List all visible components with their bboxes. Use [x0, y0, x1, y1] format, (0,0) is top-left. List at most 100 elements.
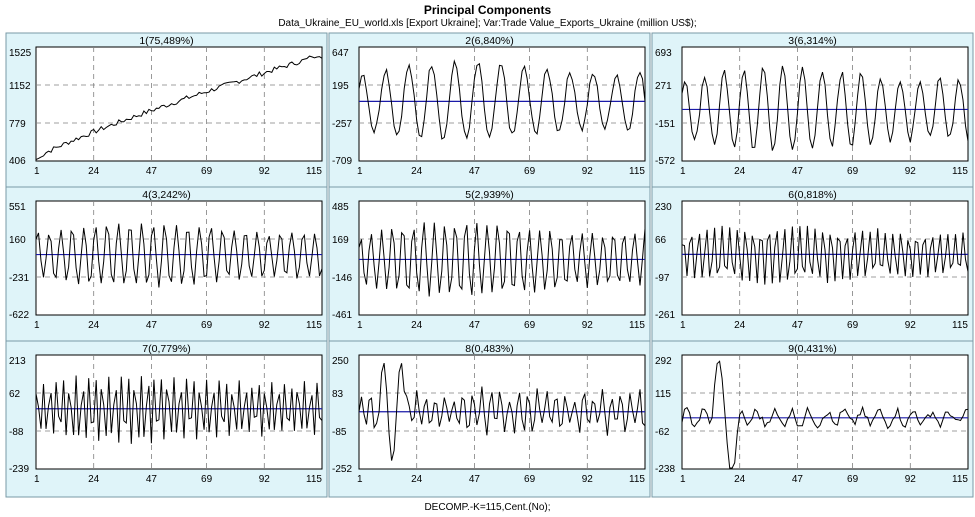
y-tick-label: -709	[332, 156, 352, 167]
x-tick-label: 115	[629, 320, 645, 331]
x-tick-label: 69	[847, 320, 859, 331]
x-tick-label: 92	[259, 474, 271, 485]
panel-title: 3(6,314%)	[788, 35, 836, 47]
y-tick-label: 62	[9, 389, 21, 400]
y-tick-label: -622	[9, 310, 29, 321]
x-tick-label: 69	[201, 474, 213, 485]
plot-area	[681, 354, 969, 470]
chart-panel-1: 1(75,489%) 1525 1152 779 406 1 24 47 69 92 115	[5, 32, 328, 190]
y-tick-label: 115	[655, 389, 671, 400]
series-line	[35, 55, 323, 161]
y-tick-label: 271	[655, 81, 672, 92]
chart-panel-9: 9(0,431%) 292 115 -62 -238 1 24 47 69 92 115	[651, 340, 974, 498]
panel-title: 4(3,242%)	[142, 189, 190, 201]
chart-panel-2: 2(6,840%) 647 195 -257 -709 1 24 47 69 92 115	[328, 32, 651, 190]
series-line	[681, 225, 969, 285]
x-tick-label: 1	[34, 474, 40, 485]
x-tick-label: 92	[905, 474, 917, 485]
x-tick-label: 47	[469, 166, 481, 177]
y-tick-label: 292	[655, 356, 672, 367]
x-tick-label: 24	[411, 474, 423, 485]
x-tick-label: 92	[905, 166, 917, 177]
panel-title: 1(75,489%)	[139, 35, 193, 47]
x-tick-label: 47	[146, 474, 158, 485]
x-tick-label: 1	[357, 320, 363, 331]
x-tick-label: 1	[680, 474, 686, 485]
x-tick-label: 47	[792, 166, 804, 177]
plot-area	[358, 200, 646, 316]
x-tick-label: 115	[306, 474, 322, 485]
y-tick-label: 779	[9, 119, 26, 130]
y-tick-label: -231	[9, 273, 29, 284]
y-tick-label: -572	[655, 156, 675, 167]
x-tick-label: 47	[146, 320, 158, 331]
panel-title: 6(0,818%)	[788, 189, 836, 201]
plot-area	[35, 354, 323, 470]
x-tick-label: 69	[201, 320, 213, 331]
x-tick-label: 1	[357, 474, 363, 485]
x-tick-label: 92	[259, 166, 271, 177]
y-tick-label: -97	[655, 273, 670, 284]
x-tick-label: 92	[259, 320, 271, 331]
plot-area	[358, 46, 646, 162]
y-tick-label: 195	[332, 81, 349, 92]
chart-panel-8: 8(0,483%) 250 83 -85 -252 1 24 47 69 92 115	[328, 340, 651, 498]
page-title: Principal Components	[423, 3, 552, 17]
series-line	[681, 360, 969, 469]
plot-area	[35, 200, 323, 316]
y-tick-label: -261	[655, 310, 675, 321]
x-tick-label: 47	[469, 474, 481, 485]
chart-panel-6: 6(0,818%) 230 66 -97 -261 1 24 47 69 92 115	[651, 186, 974, 344]
chart-panel-7: 7(0,779%) 213 62 -88 -239 1 24 47 69 92 115	[5, 340, 328, 498]
y-tick-label: -461	[332, 310, 352, 321]
x-tick-label: 24	[88, 320, 100, 331]
y-tick-label: 485	[332, 202, 349, 213]
x-tick-label: 115	[306, 166, 322, 177]
x-tick-label: 92	[582, 474, 594, 485]
x-tick-label: 47	[792, 320, 804, 331]
x-tick-label: 1	[34, 320, 40, 331]
y-tick-label: 250	[332, 356, 349, 367]
panel-title: 2(6,840%)	[465, 35, 513, 47]
plot-area	[681, 46, 969, 162]
panel-title: 7(0,779%)	[142, 343, 190, 355]
y-tick-label: 551	[9, 202, 26, 213]
y-tick-label: 160	[9, 235, 26, 246]
x-tick-label: 24	[411, 320, 423, 331]
y-tick-label: 83	[332, 389, 344, 400]
x-tick-label: 115	[952, 166, 968, 177]
page-subtitle: Data_Ukraine_EU_world.xls [Export Ukrain…	[278, 18, 697, 29]
y-tick-label: -88	[9, 427, 24, 438]
x-tick-label: 24	[88, 166, 100, 177]
panel-title: 8(0,483%)	[465, 343, 513, 355]
series-line	[358, 362, 646, 461]
series-line	[35, 223, 323, 288]
x-tick-label: 1	[357, 166, 363, 177]
y-tick-label: 213	[9, 356, 26, 367]
y-tick-label: -85	[332, 427, 347, 438]
y-tick-label: -146	[332, 273, 352, 284]
panel-title: 9(0,431%)	[788, 343, 836, 355]
y-tick-label: 230	[655, 202, 672, 213]
x-tick-label: 115	[306, 320, 322, 331]
x-tick-label: 115	[629, 166, 645, 177]
x-tick-label: 69	[847, 474, 859, 485]
series-line	[681, 65, 969, 151]
x-tick-label: 47	[792, 474, 804, 485]
y-tick-label: -238	[655, 464, 675, 475]
y-tick-label: -62	[655, 427, 670, 438]
x-tick-label: 47	[469, 320, 481, 331]
x-tick-label: 69	[524, 474, 536, 485]
series-line	[358, 222, 646, 297]
y-tick-label: -252	[332, 464, 352, 475]
x-tick-label: 92	[582, 320, 594, 331]
x-tick-label: 1	[680, 320, 686, 331]
series-line	[35, 375, 323, 444]
x-tick-label: 92	[582, 166, 594, 177]
y-tick-label: 1152	[9, 81, 31, 92]
y-tick-label: 66	[655, 235, 667, 246]
x-tick-label: 24	[734, 320, 746, 331]
x-tick-label: 69	[847, 166, 859, 177]
y-tick-label: 1525	[9, 48, 32, 59]
